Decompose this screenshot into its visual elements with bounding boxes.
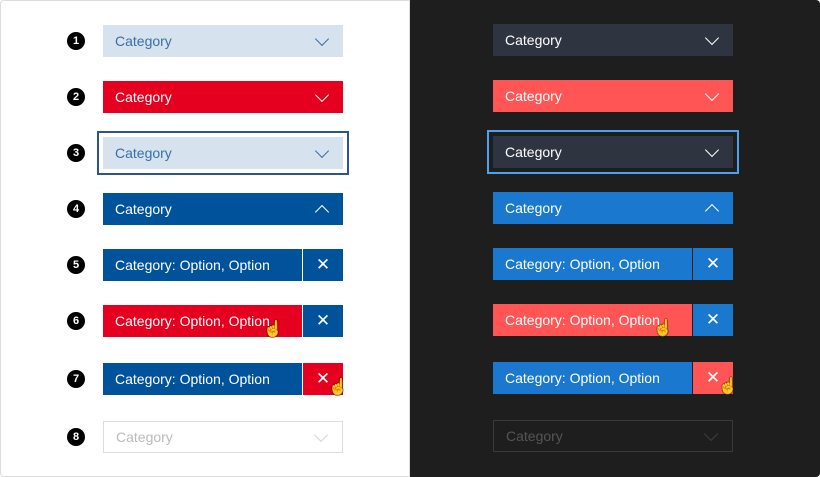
dropdown-hover[interactable]: Category [493,80,733,112]
close-icon: ✕ [315,255,331,274]
dropdown-label: Category [115,201,172,217]
dropdown-button[interactable]: Category [103,137,343,169]
state-number-badge: 3 [67,144,85,162]
clear-selection-button[interactable]: ✕ [303,249,343,281]
chevron-down-icon [704,30,720,45]
focus-outline [487,130,739,174]
dropdown-selected-hover[interactable]: Category: Option, Option ✕ [493,304,733,336]
dropdown-label: Category [505,88,562,104]
dropdown-button[interactable]: Category [493,136,733,168]
dropdown-disabled: Category [103,421,343,453]
dropdown-button[interactable]: Category: Option, Option [493,362,692,394]
dropdown-button[interactable]: Category [493,24,733,56]
clear-selection-button[interactable]: ✕ [693,248,733,280]
clear-selection-button[interactable]: ✕ [693,304,733,336]
dropdown-label: Category [505,200,562,216]
chevron-down-icon [703,426,719,441]
hand-pointer-icon: ☝ [328,379,348,396]
hand-pointer-icon: ☝ [718,378,738,395]
clear-selection-button[interactable]: ✕ [303,363,343,395]
chevron-down-icon [704,86,720,101]
dropdown-button[interactable]: Category: Option, Option [493,248,692,280]
dropdown-button[interactable]: Category: Option, Option [103,249,302,281]
chevron-up-icon [704,203,720,218]
dropdown-button[interactable]: Category: Option, Option [103,363,302,395]
clear-selection-button[interactable]: ✕ [303,305,343,337]
chevron-down-icon [314,31,330,46]
chevron-up-icon [314,204,330,219]
dropdown-button[interactable]: Category: Option, Option [103,305,302,337]
state-number-badge: 4 [67,200,85,218]
dropdown-selected-label: Category: Option, Option [115,257,270,273]
dropdown-open[interactable]: Category [103,193,343,225]
dropdown-selected-label: Category: Option, Option [505,256,660,272]
dark-theme-panel: Category Category Category Category Category… [410,0,820,477]
dropdown-label: Category [115,89,172,105]
state-number-badge: 2 [67,88,85,106]
dropdown-label: Category [505,32,562,48]
dropdown-hover[interactable]: Category [103,81,343,113]
dropdown-button[interactable]: Category [103,81,343,113]
clear-selection-button[interactable]: ✕ [693,362,733,394]
dropdown-disabled: Category [493,420,733,452]
dropdown-selected-hover[interactable]: Category: Option, Option ✕ [103,305,343,337]
dropdown-button[interactable]: Category [493,80,733,112]
close-icon: ✕ [705,368,721,387]
state-number-badge: 8 [67,428,85,446]
dropdown-default[interactable]: Category [103,25,343,57]
dropdown-selected-clear-hover[interactable]: Category: Option, Option ✕ [493,362,733,394]
close-icon: ✕ [315,369,331,388]
dropdown-selected[interactable]: Category: Option, Option ✕ [103,249,343,281]
state-number-badge: 5 [67,256,85,274]
chevron-down-icon [313,427,329,442]
dropdown-button[interactable]: Category: Option, Option [493,304,692,336]
dropdown-selected-label: Category: Option, Option [505,370,660,386]
dropdown-selected-clear-hover[interactable]: Category: Option, Option ✕ [103,363,343,395]
dropdown-label: Category [506,428,563,444]
dropdown-selected-label: Category: Option, Option [505,312,660,328]
chevron-down-icon [314,87,330,102]
state-number-badge: 7 [67,370,85,388]
dropdown-button[interactable]: Category [103,421,343,453]
hand-pointer-icon: ☝ [263,321,283,338]
dropdown-button[interactable]: Category [103,25,343,57]
dropdown-open[interactable]: Category [493,192,733,224]
dropdown-label: Category [115,145,172,161]
dropdown-button[interactable]: Category [493,420,733,452]
hand-pointer-icon: ☝ [653,320,673,337]
close-icon: ✕ [705,254,721,273]
focus-outline [97,131,349,175]
light-theme-panel: 1 Category 2 Category 3 Category 4 Category 5 Cat… [0,0,410,477]
dropdown-label: Category [116,429,173,445]
dropdown-button[interactable]: Category [493,192,733,224]
dropdown-selected-label: Category: Option, Option [115,371,270,387]
state-number-badge: 6 [67,312,85,330]
dropdown-default[interactable]: Category [493,24,733,56]
dropdown-focus[interactable]: Category [103,137,343,169]
dropdown-selected-label: Category: Option, Option [115,313,270,329]
dropdown-label: Category [115,33,172,49]
close-icon: ✕ [315,311,331,330]
dropdown-button[interactable]: Category [103,193,343,225]
state-number-badge: 1 [67,32,85,50]
dropdown-label: Category [505,144,562,160]
dropdown-focus[interactable]: Category [493,136,733,168]
dropdown-selected[interactable]: Category: Option, Option ✕ [493,248,733,280]
close-icon: ✕ [705,310,721,329]
